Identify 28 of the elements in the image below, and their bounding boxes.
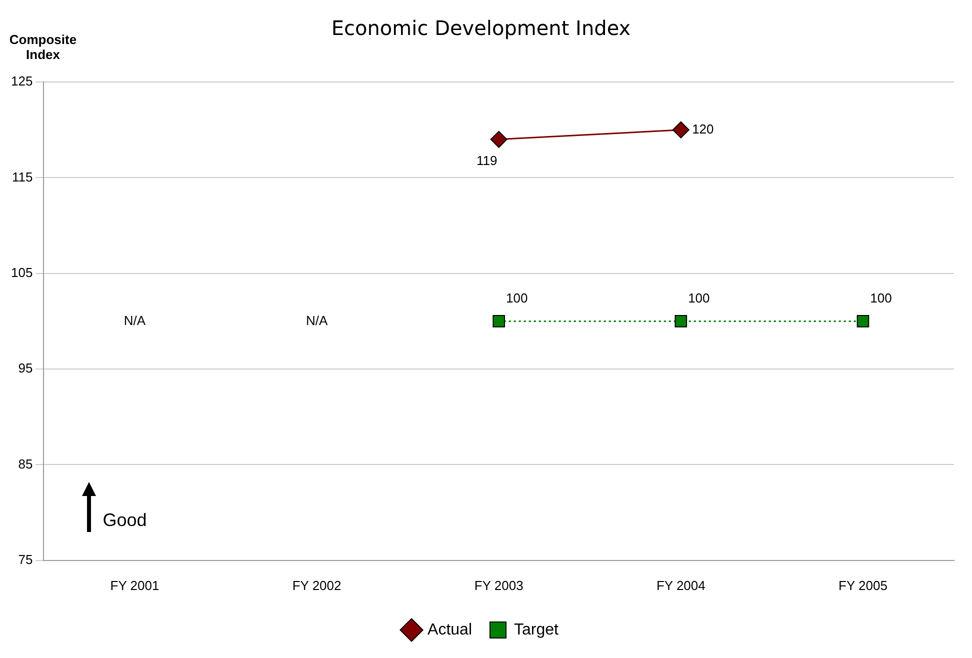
x-tick-label: FY 2003: [474, 578, 524, 593]
data-label: 120: [692, 121, 714, 136]
data-label: 100: [870, 290, 892, 306]
point: [672, 121, 690, 138]
x-tick-label: FY 2005: [838, 578, 888, 593]
x-tick-label: FY 2001: [110, 578, 160, 593]
y-tick-label: 95: [18, 360, 33, 376]
point: [674, 315, 688, 328]
data-label: 100: [688, 290, 710, 306]
y-axis-title: Composite Index: [8, 32, 78, 62]
x-tick-label: FY 2004: [656, 578, 706, 593]
point: [856, 315, 870, 328]
y-tick-label: 125: [10, 74, 33, 89]
text: N/A: [124, 312, 146, 328]
y-tick-label: 85: [18, 456, 33, 472]
y-tick-label: 75: [18, 552, 33, 567]
text: N/A: [306, 312, 328, 328]
chart-title: Economic Development Index: [331, 16, 631, 40]
x-tick-label: FY 2002: [292, 578, 342, 593]
point: [492, 315, 505, 328]
data-label: 119: [476, 152, 498, 168]
legend-label: Target: [514, 621, 560, 638]
annotation: Good: [102, 510, 147, 532]
point: [490, 130, 508, 148]
y-tick-label: 105: [10, 264, 33, 280]
data-label: 100: [506, 290, 528, 306]
legend-label: Actual: [428, 621, 472, 638]
y-tick-label: 115: [12, 169, 33, 184]
